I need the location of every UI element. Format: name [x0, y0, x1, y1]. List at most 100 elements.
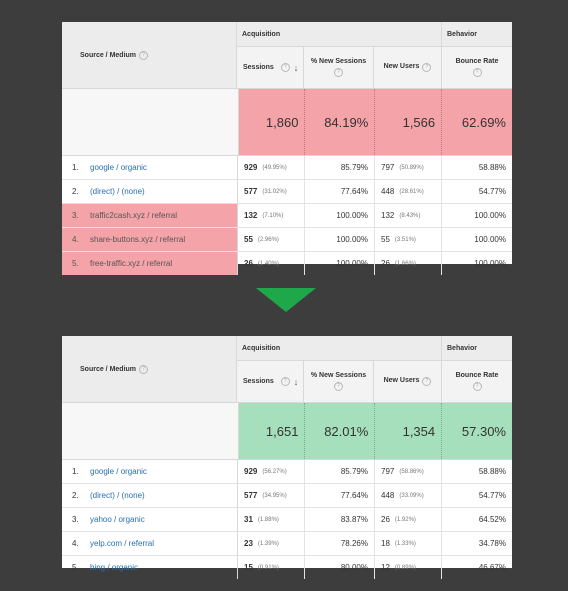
- new-sessions-value: 100.00%: [305, 252, 375, 275]
- row-index: 3.: [72, 211, 79, 220]
- help-circle-icon[interactable]: [472, 68, 482, 77]
- new-users-percent: (8.43%): [399, 212, 421, 219]
- header-label: Source / Medium: [80, 51, 137, 59]
- row-index: 1.: [72, 467, 79, 476]
- help-circle-icon[interactable]: [139, 364, 149, 374]
- header-label: % New Sessions: [310, 372, 367, 379]
- table-row-spam: 3. traffic2cash.xyz / referral 132 (7.10%)…: [62, 204, 512, 228]
- help-circle-icon[interactable]: [139, 50, 149, 60]
- row-index: 1.: [72, 163, 79, 172]
- source-link[interactable]: google / organic: [90, 467, 147, 476]
- column-new-users[interactable]: New Users: [374, 361, 441, 402]
- group-acquisition: Acquisition Sessions ↓ % New Sessions Ne…: [237, 336, 442, 402]
- bounce-rate-value: 58.88%: [478, 467, 506, 476]
- source-link[interactable]: yelp.com / referral: [90, 539, 155, 548]
- column-source-medium[interactable]: Source / Medium: [62, 22, 237, 88]
- new-users-value: 55: [381, 235, 390, 244]
- new-sessions-value: 80.00%: [305, 556, 375, 579]
- source-link[interactable]: traffic2cash.xyz / referral: [90, 211, 177, 220]
- total-new-sessions: 82.01%: [305, 403, 376, 459]
- row-index: 4.: [72, 235, 79, 244]
- sessions-percent: (1.88%): [257, 516, 279, 523]
- group-title: Behavior: [442, 336, 512, 361]
- table-row-spam: 5. free-traffic.xyz / referral 26 (1.40%) …: [62, 252, 512, 275]
- table-row: 3. yahoo / organic 31 (1.88%) 83.87% 26 (1.…: [62, 508, 512, 532]
- column-source-medium[interactable]: Source / Medium: [62, 336, 237, 402]
- new-users-value: 12: [381, 563, 390, 572]
- bounce-rate-value: 100.00%: [474, 211, 506, 220]
- table-header: Source / Medium Acquisition Sessions ↓ %…: [62, 336, 512, 403]
- bounce-rate-value: 54.77%: [478, 491, 506, 500]
- table-row-spam: 4. share-buttons.xyz / referral 55 (2.96%)…: [62, 228, 512, 252]
- table-row: 1. google / organic 929 (49.95%) 85.79% 79…: [62, 156, 512, 180]
- new-users-percent: (33.09%): [399, 492, 424, 499]
- column-bounce-rate[interactable]: Bounce Rate: [442, 361, 512, 402]
- help-circle-icon[interactable]: [280, 63, 290, 72]
- new-users-value: 448: [381, 491, 395, 500]
- column-new-users[interactable]: New Users: [374, 47, 441, 88]
- source-link[interactable]: (direct) / (none): [90, 491, 145, 500]
- header-label: New Users: [383, 377, 420, 384]
- group-title: Acquisition: [237, 336, 441, 361]
- source-link[interactable]: (direct) / (none): [90, 187, 145, 196]
- new-users-percent: (58.86%): [399, 468, 424, 475]
- sessions-value: 132: [244, 211, 258, 220]
- new-sessions-value: 77.64%: [305, 180, 375, 203]
- source-link[interactable]: yahoo / organic: [90, 515, 145, 524]
- table-row: 5. bing / organic 15 (0.91%) 80.00% 12 (0.8…: [62, 556, 512, 579]
- header-label: New Users: [383, 63, 420, 70]
- sessions-value: 577: [244, 187, 258, 196]
- sessions-percent: (7.10%): [262, 212, 284, 219]
- new-users-percent: (1.33%): [394, 540, 416, 547]
- help-circle-icon[interactable]: [280, 377, 290, 386]
- new-users-percent: (0.89%): [394, 564, 416, 571]
- row-index: 2.: [72, 491, 79, 500]
- help-circle-icon[interactable]: [422, 377, 432, 386]
- column-sessions[interactable]: Sessions ↓: [237, 47, 304, 88]
- new-sessions-value: 85.79%: [305, 156, 375, 179]
- header-label: Bounce Rate: [455, 58, 499, 65]
- help-circle-icon[interactable]: [334, 68, 343, 77]
- help-circle-icon[interactable]: [334, 382, 343, 391]
- new-users-value: 26: [381, 259, 390, 268]
- total-bounce-rate: 57.30%: [442, 403, 512, 459]
- sessions-percent: (2.96%): [257, 236, 279, 243]
- column-new-sessions[interactable]: % New Sessions: [304, 47, 374, 88]
- sessions-value: 929: [244, 467, 258, 476]
- sort-down-arrow-icon[interactable]: ↓: [293, 376, 299, 387]
- row-index: 5.: [72, 563, 79, 572]
- new-users-value: 448: [381, 187, 395, 196]
- sessions-value: 23: [244, 539, 253, 548]
- help-circle-icon[interactable]: [422, 63, 432, 72]
- help-circle-icon[interactable]: [472, 382, 482, 391]
- sessions-percent: (1.39%): [257, 540, 279, 547]
- new-users-percent: (1.66%): [394, 260, 416, 267]
- source-link[interactable]: google / organic: [90, 163, 147, 172]
- new-sessions-value: 100.00%: [305, 204, 375, 227]
- sessions-percent: (49.95%): [262, 164, 287, 171]
- sort-down-arrow-icon[interactable]: ↓: [293, 62, 299, 73]
- source-link[interactable]: free-traffic.xyz / referral: [90, 259, 173, 268]
- table-row: 1. google / organic 929 (56.27%) 85.79% 79…: [62, 460, 512, 484]
- row-index: 5.: [72, 259, 79, 268]
- total-new-users: 1,354: [375, 403, 443, 459]
- sessions-value: 31: [244, 515, 253, 524]
- source-link[interactable]: bing / organic: [90, 563, 139, 572]
- column-sessions[interactable]: Sessions ↓: [237, 361, 304, 402]
- new-sessions-value: 83.87%: [305, 508, 375, 531]
- new-users-percent: (50.89%): [399, 164, 424, 171]
- group-title: Behavior: [442, 22, 512, 47]
- totals-row: 1,860 84.19% 1,566 62.69%: [62, 89, 512, 156]
- header-label: Bounce Rate: [455, 372, 499, 379]
- sessions-percent: (34.95%): [262, 492, 287, 499]
- source-link[interactable]: share-buttons.xyz / referral: [90, 235, 186, 244]
- bounce-rate-value: 54.77%: [478, 187, 506, 196]
- table-body: 1. google / organic 929 (49.95%) 85.79% 79…: [62, 156, 512, 275]
- new-sessions-value: 100.00%: [305, 228, 375, 251]
- new-users-value: 797: [381, 467, 395, 476]
- bounce-rate-value: 58.88%: [478, 163, 506, 172]
- column-new-sessions[interactable]: % New Sessions: [304, 361, 374, 402]
- group-behavior: Behavior Bounce Rate: [442, 22, 512, 88]
- column-bounce-rate[interactable]: Bounce Rate: [442, 47, 512, 88]
- down-arrow-icon: [256, 288, 316, 312]
